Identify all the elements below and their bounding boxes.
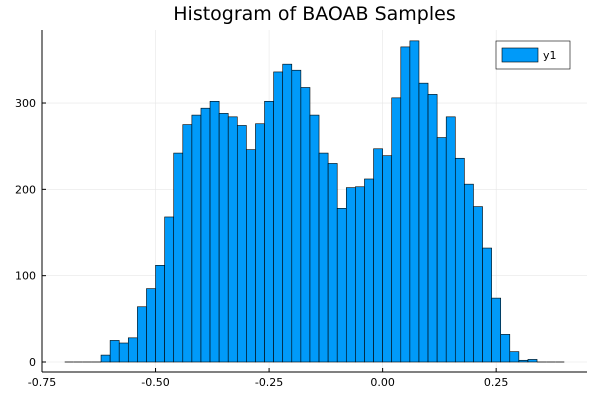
y-tick-label: 200 <box>15 183 36 196</box>
histogram-bar <box>182 124 193 363</box>
histogram-bar <box>118 342 129 363</box>
histogram-bar <box>454 157 465 363</box>
y-tick-label: 300 <box>15 97 36 110</box>
histogram-bar <box>255 123 265 363</box>
histogram-bar <box>218 113 229 363</box>
histogram-bar <box>173 152 184 363</box>
tick-labels: -0.75 -0.50 -0.25 0.00 0.25 0 100 200 300 <box>15 97 508 389</box>
histogram-bar <box>236 125 247 363</box>
histogram-bar <box>400 46 411 363</box>
histogram-bar <box>264 100 274 363</box>
histogram-bar <box>364 178 374 363</box>
histogram-bar <box>482 247 492 363</box>
x-tick-label: -0.25 <box>255 376 283 389</box>
histogram-bar <box>318 152 329 363</box>
histogram-bar <box>464 183 474 363</box>
histogram-bar <box>100 354 111 363</box>
histogram-bar <box>273 71 284 363</box>
histogram-bar <box>127 337 138 363</box>
histogram-bar <box>509 351 520 363</box>
histogram-bar <box>418 82 429 363</box>
histogram-bar <box>355 186 365 363</box>
x-tick-label: 0.00 <box>370 376 395 389</box>
histogram-bar <box>382 155 393 363</box>
histogram-bar <box>391 97 402 363</box>
histogram-bar <box>282 63 293 363</box>
histogram-bar <box>200 107 211 363</box>
histogram-bar <box>327 163 338 363</box>
histogram-bar <box>291 69 302 363</box>
histogram-bar <box>427 94 438 363</box>
histogram-bar <box>345 187 356 363</box>
histogram-bar <box>527 359 538 363</box>
legend-swatch <box>501 47 539 63</box>
histogram-bar <box>500 334 511 363</box>
histogram-bar <box>146 288 156 363</box>
histogram-bar <box>227 116 238 363</box>
histogram-bar <box>518 359 529 363</box>
y-tick-label: 100 <box>15 270 36 283</box>
histogram-bar <box>445 116 456 363</box>
histogram-bar <box>164 216 175 363</box>
legend: y1 <box>495 40 571 70</box>
chart-title: Histogram of BAOAB Samples <box>173 3 456 25</box>
histogram-bar <box>473 206 483 363</box>
legend-label: y1 <box>543 49 557 62</box>
histogram-bar <box>137 306 147 363</box>
histogram-bar <box>373 148 383 363</box>
histogram-bar <box>491 297 502 363</box>
histogram-bar <box>436 137 447 363</box>
y-tick-label: 0 <box>29 356 36 369</box>
histogram-bar <box>155 265 165 363</box>
x-tick-label: -0.50 <box>141 376 169 389</box>
histogram-bar <box>109 340 120 363</box>
x-tick-label: 0.25 <box>484 376 509 389</box>
x-tick-label: -0.75 <box>28 376 56 389</box>
histogram-bar <box>336 208 347 363</box>
histogram-bar <box>246 149 256 363</box>
histogram-bar <box>309 114 320 363</box>
histogram-bar <box>191 114 202 363</box>
histogram-bar <box>209 100 220 363</box>
histogram-bar <box>409 40 420 363</box>
histogram-bars <box>64 40 565 363</box>
histogram-bar <box>300 87 311 363</box>
